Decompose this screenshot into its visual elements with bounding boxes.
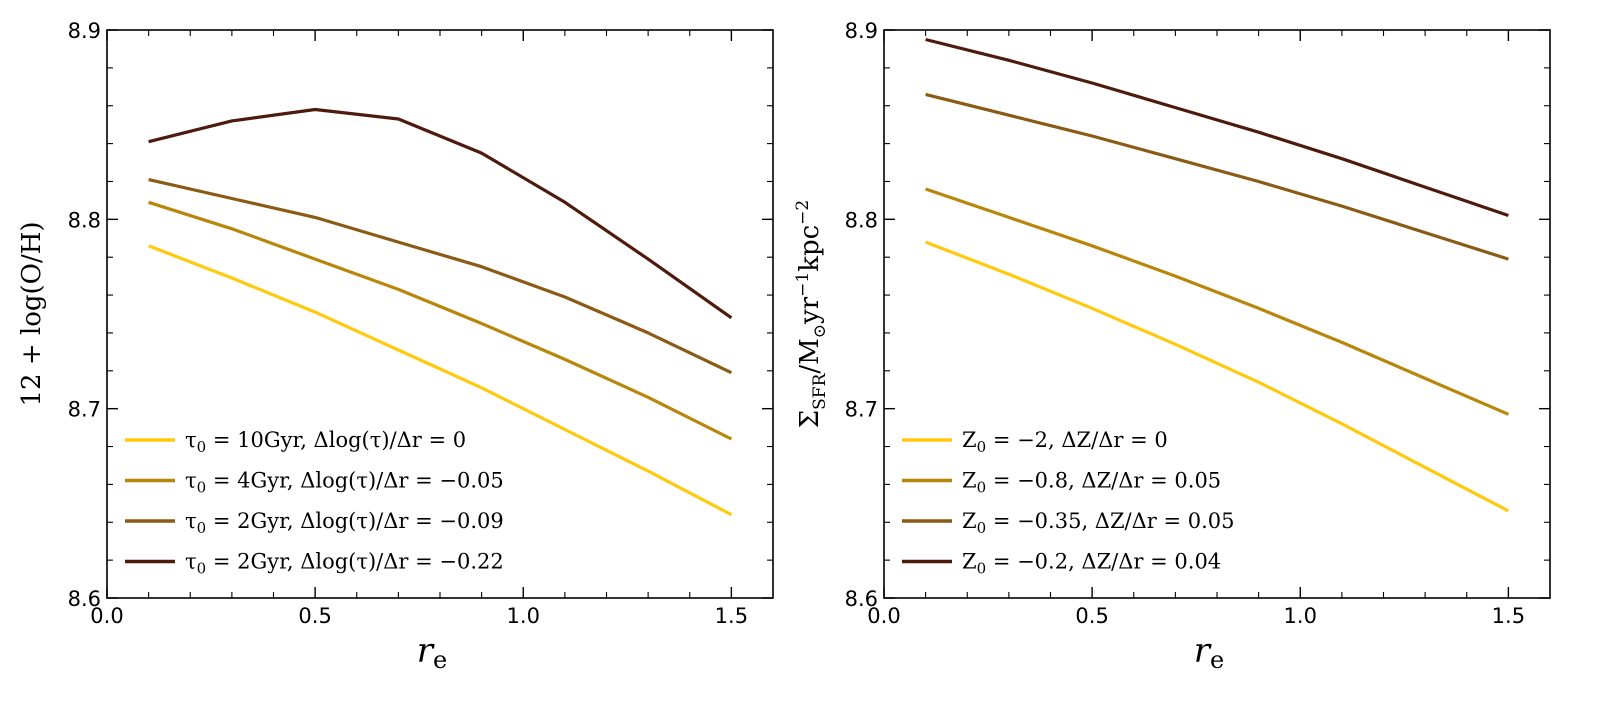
x-axis-label: re <box>1194 631 1224 674</box>
legend: Z0 = −2, ΔZ/Δr = 0 Z0 = −0.8, ΔZ/Δr = 0.0… <box>902 428 1235 578</box>
y-axis-label: 12 + log(O/H) <box>17 221 47 406</box>
x-tick-label: 1.5 <box>715 604 748 628</box>
chart-panel-2: 0.0 0.5 1.0 1.5 8.6 8.7 8.8 8.9 re ΣSFR/M⊙yr−1kpc… <box>793 19 1551 674</box>
series-line-3 <box>148 178 733 375</box>
legend-label-3: τ0 = 2Gyr, Δlog(τ)/Δr = −0.09 <box>185 509 504 537</box>
x-axis-label: re <box>417 631 447 674</box>
y-tick-label: 8.6 <box>845 587 878 611</box>
x-tick-label: 1.0 <box>1284 604 1317 628</box>
y-tick-label: 8.7 <box>845 398 878 422</box>
legend-label-2: τ0 = 4Gyr, Δlog(τ)/Δr = −0.05 <box>185 469 504 497</box>
y-tick-label: 8.8 <box>845 208 878 232</box>
y-tick-label: 8.9 <box>845 19 878 43</box>
series-line-4 <box>925 37 1509 218</box>
series-line-2 <box>925 187 1510 416</box>
y-tick-label: 8.7 <box>68 398 101 422</box>
legend-label-4: τ0 = 2Gyr, Δlog(τ)/Δr = −0.22 <box>185 550 504 578</box>
chart-panel-1: 0.0 0.5 1.0 1.5 8.6 8.7 8.8 8.9 re 12 + log(O/H) τ… <box>17 19 774 674</box>
series-line-3 <box>925 92 1509 261</box>
series-line-1 <box>148 244 733 517</box>
series-line-2 <box>148 200 733 441</box>
legend-label-2: Z0 = −0.8, ΔZ/Δr = 0.05 <box>962 469 1221 497</box>
legend-label-1: Z0 = −2, ΔZ/Δr = 0 <box>962 428 1168 456</box>
y-tick-label: 8.8 <box>68 208 101 232</box>
x-tick-label: 1.5 <box>1492 604 1525 628</box>
legend-label-3: Z0 = −0.35, ΔZ/Δr = 0.05 <box>962 509 1235 537</box>
y-tick-label: 8.9 <box>68 19 101 43</box>
series-line-1 <box>925 240 1510 513</box>
legend-label-1: τ0 = 10Gyr, Δlog(τ)/Δr = 0 <box>185 428 466 456</box>
x-tick-label: 0.5 <box>298 604 331 628</box>
legend-label-4: Z0 = −0.2, ΔZ/Δr = 0.04 <box>962 550 1221 578</box>
legend: τ0 = 10Gyr, Δlog(τ)/Δr = 0 τ0 = 4Gyr, Δlo… <box>125 428 504 578</box>
x-tick-label: 0.0 <box>90 604 123 628</box>
y-axis-label: ΣSFR/M⊙yr−1kpc−2 <box>793 200 830 429</box>
x-tick-label: 0.0 <box>867 604 900 628</box>
x-tick-label: 1.0 <box>507 604 540 628</box>
x-tick-label: 0.5 <box>1075 604 1108 628</box>
y-tick-label: 8.6 <box>68 587 101 611</box>
series-line-4 <box>148 107 733 320</box>
